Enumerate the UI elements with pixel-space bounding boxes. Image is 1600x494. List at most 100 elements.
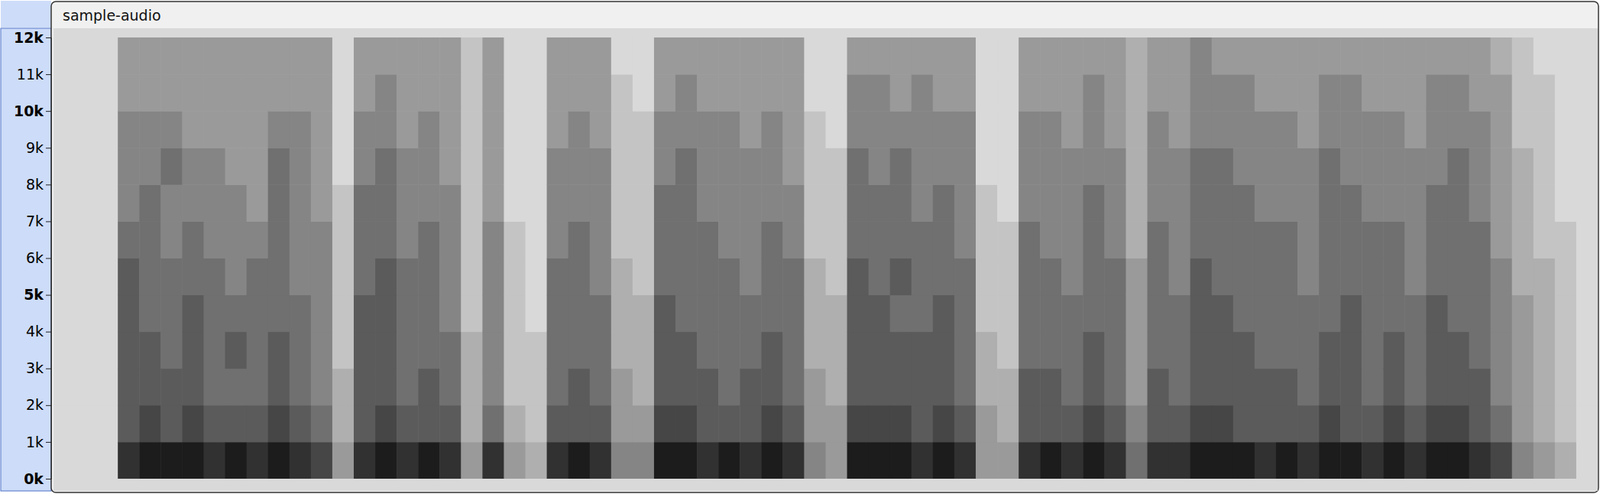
cell	[375, 110, 398, 149]
cell	[568, 147, 591, 185]
cell	[246, 404, 269, 443]
cell	[1297, 220, 1320, 259]
cell	[289, 110, 312, 149]
cell	[417, 147, 441, 185]
cell	[803, 294, 826, 333]
cell	[997, 368, 1020, 406]
cell	[911, 220, 934, 259]
cell	[1425, 110, 1448, 149]
cell	[225, 184, 248, 222]
cell	[1318, 404, 1341, 443]
cell	[310, 74, 334, 112]
cell	[74, 220, 98, 259]
cell	[847, 110, 870, 149]
cell	[1211, 147, 1235, 185]
cell	[1382, 331, 1406, 370]
cell	[825, 184, 849, 222]
cell	[1340, 404, 1363, 443]
cell	[289, 441, 312, 479]
cell	[890, 331, 913, 370]
cell	[739, 74, 762, 112]
cell	[568, 220, 591, 259]
cell	[954, 220, 977, 259]
cell	[1039, 37, 1063, 75]
cell	[1425, 220, 1448, 259]
cell	[289, 368, 312, 406]
tick: 7k	[25, 212, 52, 230]
cell	[547, 368, 570, 406]
cell	[460, 220, 483, 259]
cell	[1297, 147, 1320, 185]
cell	[803, 441, 826, 479]
cell	[203, 184, 226, 222]
cell	[868, 294, 891, 333]
cell	[1190, 258, 1213, 296]
cell	[353, 184, 376, 222]
cell	[375, 368, 398, 406]
cell	[782, 184, 805, 222]
cell	[396, 404, 419, 443]
cell	[1061, 37, 1084, 75]
cell	[1533, 220, 1556, 259]
cell	[1404, 37, 1427, 75]
cell	[1512, 220, 1535, 259]
cell	[332, 74, 355, 112]
cell	[632, 74, 655, 112]
cell	[1318, 110, 1341, 149]
cell	[1039, 74, 1063, 112]
tick-mark	[45, 37, 52, 39]
cell	[246, 110, 269, 149]
cell	[803, 404, 826, 443]
tick-mark	[45, 258, 52, 260]
cell	[74, 110, 98, 149]
cell	[482, 368, 505, 406]
cell	[1361, 74, 1384, 112]
cell	[246, 294, 269, 333]
cell	[1512, 294, 1535, 333]
cell	[868, 184, 891, 222]
cell	[1190, 147, 1213, 185]
cell	[503, 441, 526, 479]
cell	[268, 368, 291, 406]
cell	[954, 110, 977, 149]
cell	[1447, 331, 1471, 370]
cell	[310, 220, 334, 259]
cell	[1554, 441, 1578, 479]
cell	[1082, 220, 1105, 259]
cell	[203, 404, 226, 443]
cell	[632, 147, 655, 185]
cell	[997, 331, 1020, 370]
cell	[611, 294, 634, 333]
cell	[139, 220, 162, 259]
cell	[1340, 294, 1363, 333]
cell	[589, 258, 613, 296]
cell	[547, 184, 570, 222]
cell	[482, 220, 505, 259]
cell	[503, 147, 526, 185]
cell	[53, 74, 76, 112]
cell	[1361, 37, 1384, 75]
cell	[547, 220, 570, 259]
cell	[868, 441, 891, 479]
tick-label: 5k	[23, 285, 44, 303]
cell	[1382, 404, 1406, 443]
cell	[1018, 184, 1041, 222]
cell	[1404, 220, 1427, 259]
cell	[1340, 331, 1363, 370]
cell	[1490, 404, 1513, 443]
tick: 6k	[25, 249, 52, 266]
cell	[332, 258, 355, 296]
cell	[847, 368, 870, 406]
cell	[890, 258, 913, 296]
cell	[117, 110, 140, 149]
cell	[1297, 37, 1320, 75]
cell	[632, 294, 655, 333]
cell	[439, 184, 462, 222]
cell	[654, 441, 677, 479]
cell	[181, 404, 205, 443]
cell	[1404, 110, 1427, 149]
cell	[954, 258, 977, 296]
cell	[1361, 331, 1384, 370]
cell	[1404, 147, 1427, 185]
cell	[547, 294, 570, 333]
